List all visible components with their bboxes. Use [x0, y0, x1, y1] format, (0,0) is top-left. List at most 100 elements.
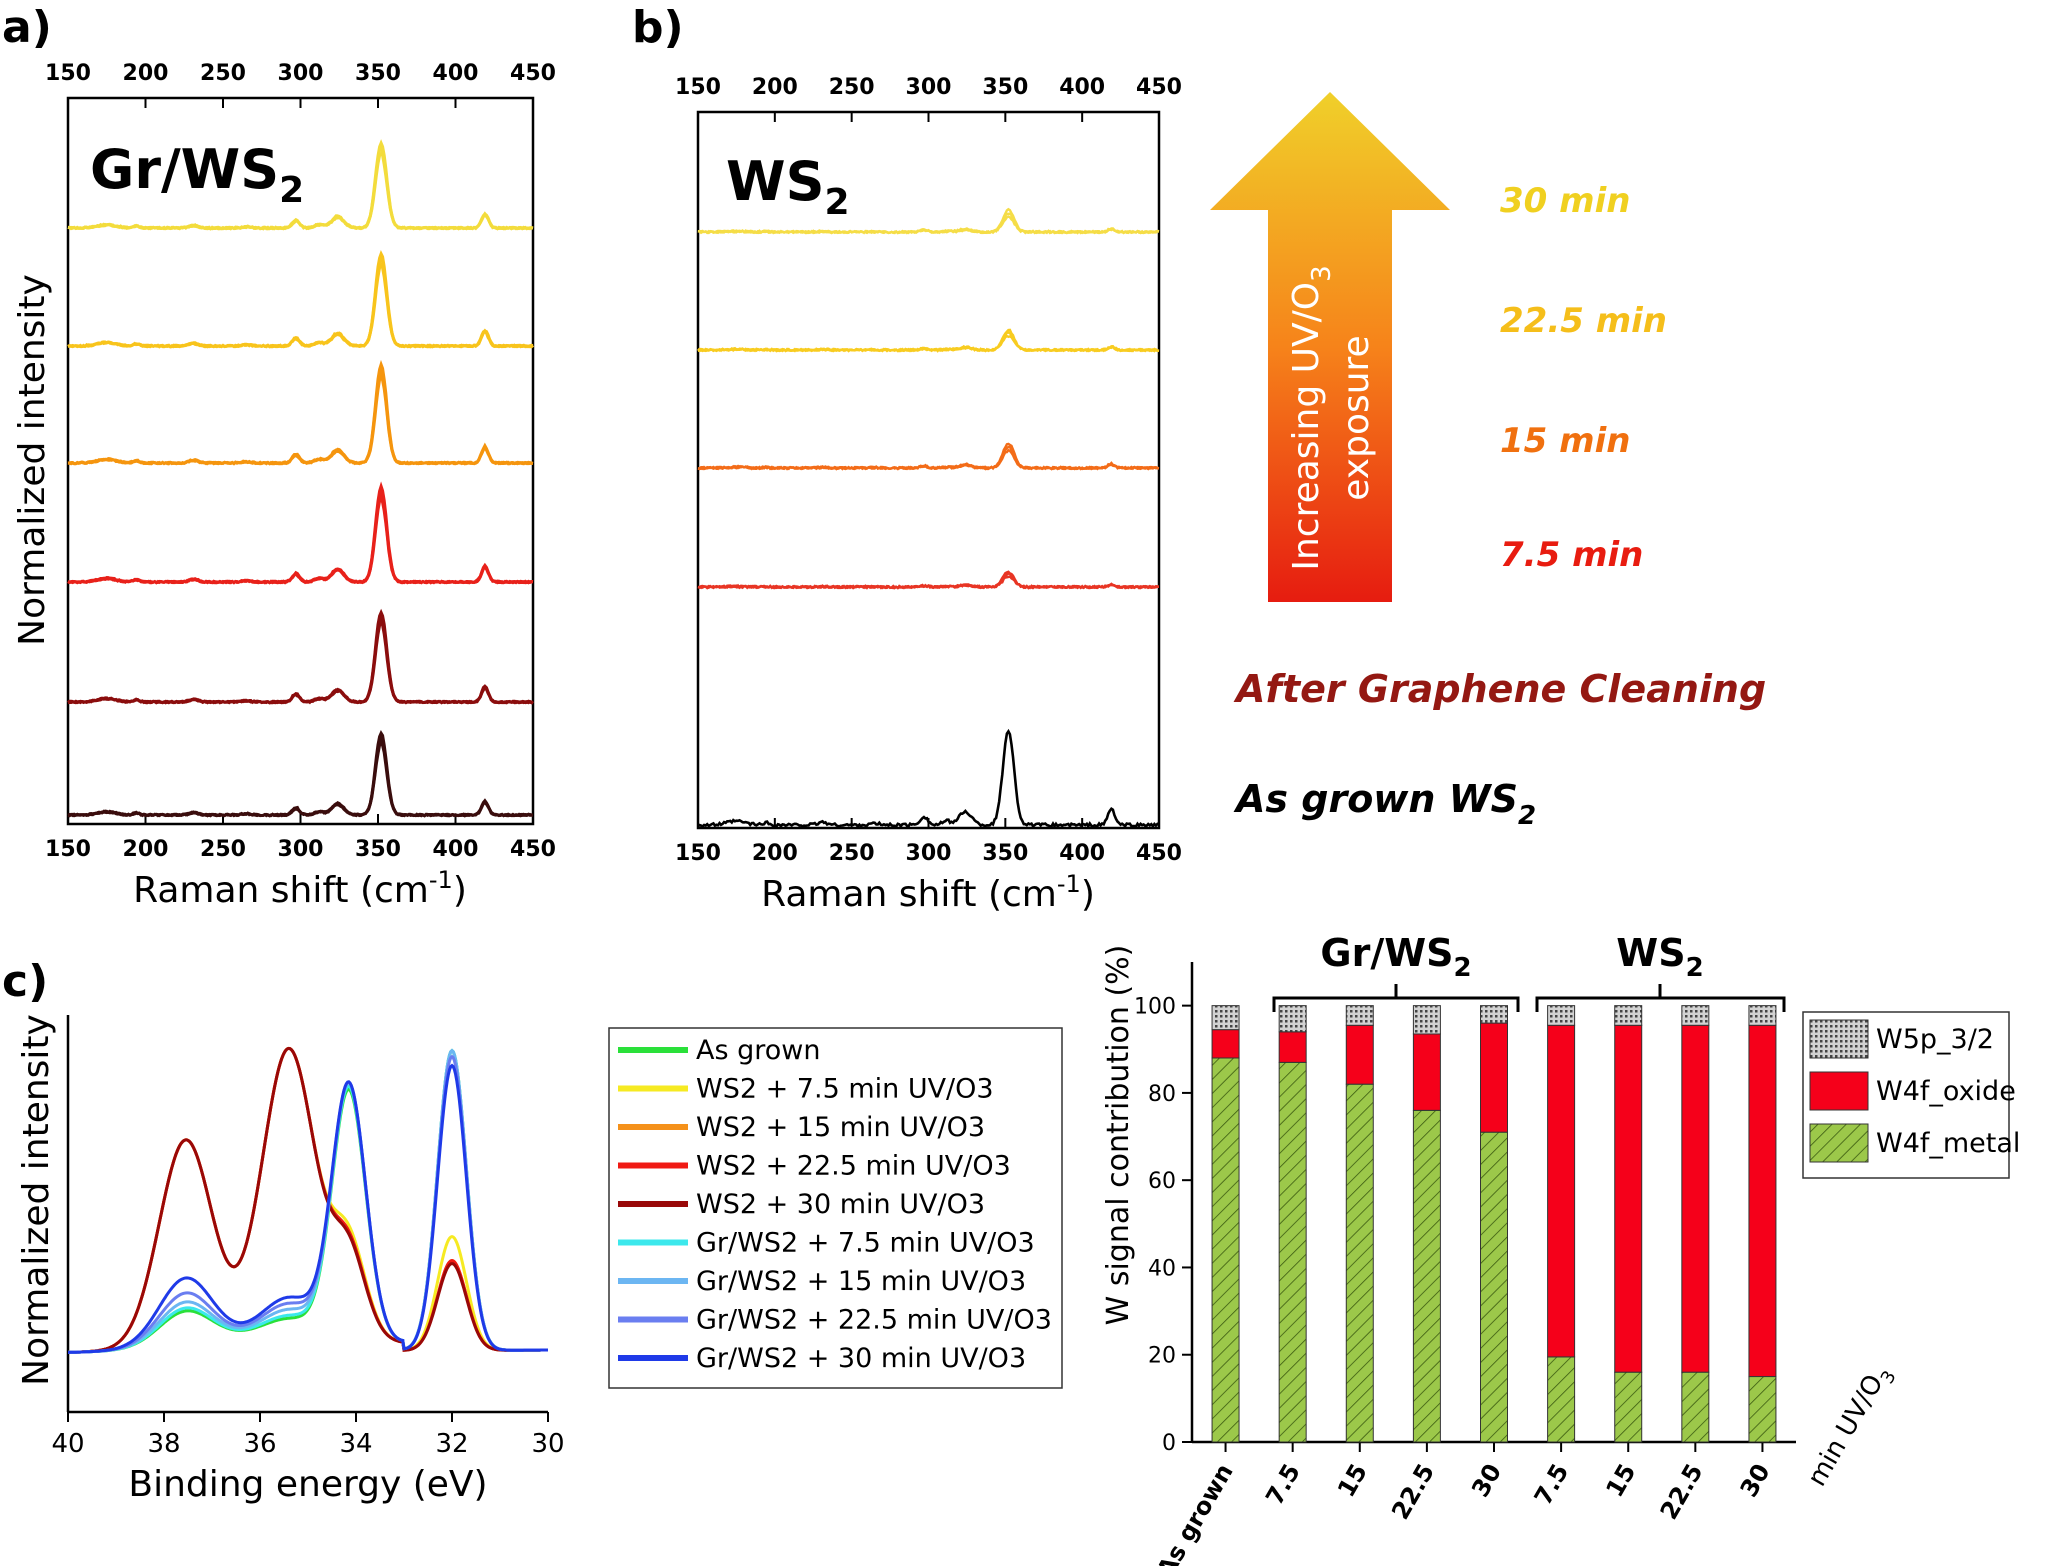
raman-tick-bottom: 200	[123, 837, 169, 862]
label-as-grown-ws2: As grown WS2	[1233, 777, 1536, 831]
bar-w4f-metal	[1547, 1356, 1576, 1443]
raman-tick-top: 250	[200, 61, 246, 86]
xps-legend-label: WS2 + 7.5 min UV/O3	[696, 1074, 994, 1105]
raman-spectrum-line	[67, 619, 534, 705]
raman-spectrum-line	[697, 728, 1160, 829]
panel-a-xlabel: Raman shift (cm-1)	[133, 866, 467, 911]
xps-chart: 40 38 36 34 32 30 Binding energy (eV) Normali…	[16, 1014, 565, 1505]
arrow-label-line2: exposure	[1336, 335, 1377, 500]
group-label-gr-ws2: Gr/WS2	[1320, 931, 1471, 983]
bar-w4f-metal	[1614, 1371, 1643, 1443]
xps-tick-label: 36	[243, 1429, 276, 1459]
raman-tick-top: 300	[278, 61, 324, 86]
raman-tick-top: 150	[675, 75, 721, 100]
bar-w5p	[1412, 1005, 1441, 1035]
xps-legend-label: WS2 + 30 min UV/O3	[696, 1189, 985, 1220]
raman-tick-top: 400	[1059, 75, 1105, 100]
raman-tick-top: 450	[1136, 75, 1182, 100]
raman-tick-top: 350	[982, 75, 1028, 100]
raman-ws2-chart: 150 200 250 300 350 400 450 150 200 250 300 350 400…	[675, 75, 1182, 915]
bar-w5p	[1480, 1005, 1508, 1024]
raman-tick-bottom: 250	[200, 837, 246, 862]
group-label-ws2: WS2	[1616, 931, 1703, 983]
bar-ylabel: W signal contribution (%)	[1101, 945, 1136, 1326]
panel-label-b: b)	[632, 2, 684, 53]
bar-y-tick-label: 20	[1148, 1344, 1176, 1369]
bar-w4f-oxide	[1614, 1024, 1643, 1373]
bar-category-label: 22.5	[1386, 1459, 1440, 1524]
xps-legend-label: Gr/WS2 + 7.5 min UV/O3	[696, 1228, 1035, 1259]
xps-legend-label: Gr/WS2 + 22.5 min UV/O3	[696, 1305, 1052, 1336]
xps-legend-label: WS2 + 22.5 min UV/O3	[696, 1151, 1011, 1182]
bar-category-label: 30	[1735, 1459, 1776, 1502]
bar-category-label: 15	[1332, 1459, 1373, 1502]
raman-spectrum-line	[67, 730, 534, 818]
bar-w4f-oxide	[1748, 1024, 1777, 1378]
bar-y-tick-label: 80	[1148, 1082, 1176, 1107]
xps-tick-label: 40	[51, 1429, 84, 1459]
raman-tick-top: 200	[752, 75, 798, 100]
bar-w5p	[1278, 1005, 1307, 1033]
bar-w4f-oxide	[1211, 1029, 1240, 1059]
raman-tick-top: 350	[355, 61, 401, 86]
w-signal-bar-chart: 0 20 40 60 80 100 As grown 7.5 15 22.5 30 7.5 15 22.…	[1101, 931, 2020, 1566]
bar-category-label: 30	[1466, 1459, 1507, 1502]
raman-spectrum-line	[697, 215, 1160, 235]
raman-tick-bottom: 400	[433, 837, 479, 862]
raman-spectrum-line	[697, 448, 1160, 471]
panel-a-spectra	[67, 139, 534, 818]
label-after-graphene-cleaning: After Graphene Cleaning	[1233, 667, 1766, 711]
raman-tick-top: 400	[433, 61, 479, 86]
panel-b-top-ticks: 150 200 250 300 350 400 450	[675, 75, 1182, 122]
raman-spectrum-line	[67, 738, 534, 818]
raman-tick-top: 200	[123, 61, 169, 86]
xps-spectrum-line	[68, 1063, 548, 1354]
bar-category-label: 22.5	[1655, 1459, 1709, 1524]
raman-tick-bottom: 250	[829, 841, 875, 866]
xps-legend-label: WS2 + 15 min UV/O3	[696, 1112, 985, 1143]
raman-tick-bottom: 150	[675, 841, 721, 866]
raman-tick-bottom: 300	[906, 841, 952, 866]
panel-label-c: c)	[2, 956, 48, 1007]
panel-label-a: a)	[2, 2, 52, 53]
group-bracket-ws2: WS2	[1535, 931, 1786, 1012]
bar-w4f-metal	[1211, 1057, 1240, 1443]
bar-w5p	[1547, 1005, 1576, 1026]
bar-y-tick-label: 40	[1148, 1256, 1176, 1281]
xps-spectra	[68, 1046, 548, 1354]
raman-tick-bottom: 200	[752, 841, 798, 866]
raman-spectrum-line	[67, 262, 534, 349]
raman-spectrum-line	[67, 151, 534, 231]
raman-gr-ws2-chart: 150 200 250 300 350 400 450 150 200 250 300 350 400…	[12, 61, 556, 911]
raman-tick-bottom: 150	[45, 837, 91, 862]
raman-tick-bottom: 350	[982, 841, 1028, 866]
label-7-5-min: 7.5 min	[1500, 535, 1643, 575]
raman-tick-bottom: 450	[1136, 841, 1182, 866]
xps-tick-label: 32	[435, 1429, 468, 1459]
legend-swatch-w5p	[1809, 1019, 1869, 1059]
bar-y-tick-label: 0	[1162, 1431, 1176, 1456]
bar-w4f-metal	[1278, 1061, 1307, 1443]
bar-w4f-metal	[1480, 1131, 1508, 1443]
label-15-min: 15 min	[1500, 421, 1630, 461]
xps-legend-label: Gr/WS2 + 30 min UV/O3	[696, 1343, 1026, 1374]
bar-w4f-metal	[1345, 1083, 1374, 1443]
raman-spectrum-line	[67, 613, 534, 705]
panel-b-title: WS2	[726, 150, 850, 223]
bar-category-labels: As grown 7.5 15 22.5 30 7.5 15 22.5 30	[1152, 1459, 1776, 1566]
raman-spectrum-line	[67, 481, 534, 585]
xps-legend-label: Gr/WS2 + 15 min UV/O3	[696, 1266, 1026, 1297]
bar-legend: W5p_3/2 W4f_oxide W4f_metal	[1802, 1011, 2020, 1179]
legend-swatch-metal	[1809, 1123, 1869, 1163]
raman-tick-top: 250	[829, 75, 875, 100]
uv-exposure-arrow: Increasing UV/O3 exposure	[1210, 92, 1450, 602]
raman-spectrum-line	[697, 574, 1160, 590]
bar-w4f-oxide	[1681, 1024, 1710, 1373]
raman-tick-bottom: 350	[355, 837, 401, 862]
bar-category-label: 7.5	[1529, 1459, 1575, 1510]
raman-tick-top: 300	[906, 75, 952, 100]
panel-b-spectra	[697, 207, 1160, 829]
xps-spectrum-line	[68, 1046, 548, 1354]
raman-spectrum-line	[67, 249, 534, 349]
